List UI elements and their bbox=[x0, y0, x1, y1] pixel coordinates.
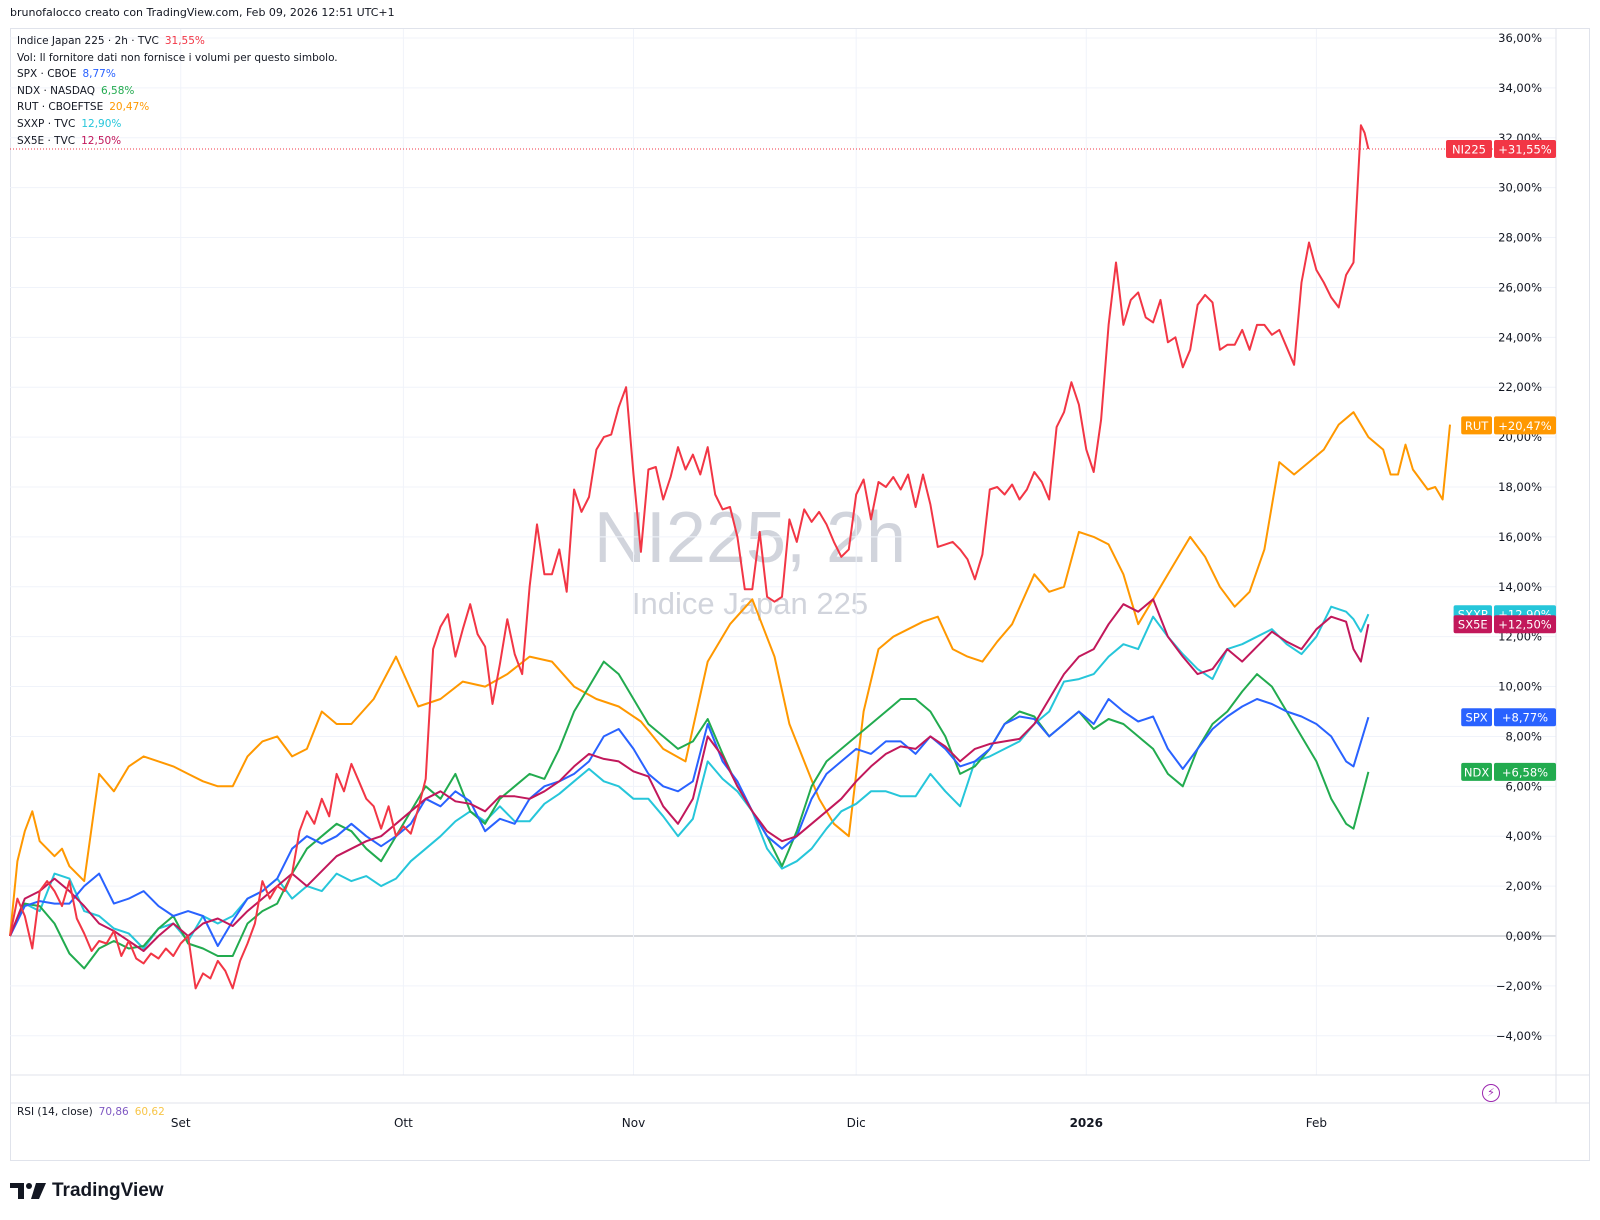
series-value-tag-sx5e bbox=[1494, 615, 1556, 634]
rsi-value-2: 60,62 bbox=[134, 1106, 165, 1118]
legend-row-spx[interactable]: SPX · CBOE 8,77% bbox=[17, 66, 338, 83]
legend-label: RUT · CBOEFTSE bbox=[17, 101, 104, 114]
series-value-tag-ni225 bbox=[1494, 140, 1556, 159]
y-tick-label: 4,00% bbox=[1505, 829, 1542, 843]
y-tick-label: 14,00% bbox=[1498, 580, 1542, 594]
tradingview-logo: TradingView bbox=[10, 1180, 164, 1202]
series-tag-ndx bbox=[1461, 762, 1492, 781]
legend-label: Indice Japan 225 · 2h · TVC bbox=[17, 35, 159, 47]
x-tick-label: Set bbox=[171, 1116, 191, 1130]
legend-label: SXXP · TVC bbox=[17, 117, 76, 130]
y-tick-label: 10,00% bbox=[1498, 680, 1542, 694]
x-tick-label: 2026 bbox=[1070, 1116, 1103, 1130]
lightning-icon[interactable]: ⚡ bbox=[1482, 1084, 1500, 1102]
series-tag-label: RUT bbox=[1465, 419, 1489, 433]
legend-value: 31,55% bbox=[164, 35, 205, 47]
y-tick-label: 36,00% bbox=[1498, 31, 1542, 45]
legend-row-sx5e[interactable]: SX5E · TVC 12,50% bbox=[17, 133, 338, 150]
series-value-label: +31,55% bbox=[1498, 143, 1552, 157]
y-tick-label: 2,00% bbox=[1505, 879, 1542, 893]
x-tick-label: Feb bbox=[1306, 1116, 1327, 1130]
series-tag-ni225 bbox=[1446, 140, 1492, 159]
y-tick-label: 24,00% bbox=[1498, 330, 1542, 344]
series-tag-label: SX5E bbox=[1458, 618, 1488, 632]
y-tick-label: −2,00% bbox=[1496, 979, 1542, 993]
y-tick-label: 18,00% bbox=[1498, 480, 1542, 494]
legend-value: 20,47% bbox=[109, 101, 150, 114]
legend-row-ndx[interactable]: NDX · NASDAQ 6,58% bbox=[17, 83, 338, 100]
series-tag-label: NDX bbox=[1464, 765, 1489, 779]
series-value-label: +8,77% bbox=[1502, 711, 1548, 725]
y-tick-label: 30,00% bbox=[1498, 181, 1542, 195]
y-tick-label: 28,00% bbox=[1498, 231, 1542, 245]
y-tick-label: 8,00% bbox=[1505, 729, 1542, 743]
legend-value: 6,58% bbox=[101, 84, 135, 97]
legend-value: 12,90% bbox=[81, 117, 122, 130]
y-tick-label: 6,00% bbox=[1505, 779, 1542, 793]
legend-label: NDX · NASDAQ bbox=[17, 84, 96, 97]
series-tag-label: SPX bbox=[1466, 711, 1488, 725]
x-tick-label: Nov bbox=[622, 1116, 645, 1130]
series-line-ni225[interactable] bbox=[9, 124, 1370, 990]
logo-text: TradingView bbox=[52, 1180, 164, 1201]
legend-value: 12,50% bbox=[81, 134, 122, 147]
series-value-tag-ndx bbox=[1494, 762, 1556, 781]
series-line-sxxp[interactable] bbox=[9, 605, 1370, 950]
series-line-sx5e[interactable] bbox=[9, 598, 1370, 952]
series-line-spx[interactable] bbox=[9, 698, 1370, 947]
y-tick-label: 0,00% bbox=[1505, 929, 1542, 943]
legend-value: 8,77% bbox=[82, 68, 116, 81]
rsi-value-1: 70,86 bbox=[98, 1106, 129, 1118]
legend-label: Vol: Il fornitore dati non fornisce i vo… bbox=[17, 51, 338, 64]
series-legend: Indice Japan 225 · 2h · TVC 31,55% Vol: I… bbox=[17, 33, 338, 149]
legend-label: SPX · CBOE bbox=[17, 68, 77, 81]
legend-row-rut[interactable]: RUT · CBOEFTSE 20,47% bbox=[17, 99, 338, 116]
y-tick-label: 16,00% bbox=[1498, 530, 1542, 544]
legend-row-sxxp[interactable]: SXXP · TVC 12,90% bbox=[17, 116, 338, 133]
chart-header: brunofalocco creato con TradingView.com,… bbox=[10, 6, 395, 19]
y-tick-label: 34,00% bbox=[1498, 81, 1542, 95]
rsi-legend[interactable]: RSI (14, close) 70,86 60,62 bbox=[17, 1106, 171, 1118]
legend-row-volume[interactable]: Vol: Il fornitore dati non fornisce i vo… bbox=[17, 50, 338, 67]
series-tag-label: NI225 bbox=[1452, 143, 1486, 157]
chart-frame bbox=[10, 28, 1590, 1161]
rsi-label: RSI (14, close) bbox=[17, 1106, 93, 1118]
x-tick-label: Ott bbox=[394, 1116, 413, 1130]
y-tick-label: 26,00% bbox=[1498, 280, 1542, 294]
legend-label: SX5E · TVC bbox=[17, 134, 76, 147]
tradingview-mark-icon bbox=[10, 1183, 46, 1199]
series-tag-spx bbox=[1461, 708, 1492, 727]
y-tick-label: 22,00% bbox=[1498, 380, 1542, 394]
series-line-ndx[interactable] bbox=[9, 660, 1370, 970]
x-tick-label: Dic bbox=[847, 1116, 866, 1130]
series-value-label: +6,58% bbox=[1502, 765, 1548, 779]
y-tick-label: −4,00% bbox=[1496, 1029, 1542, 1043]
legend-row-main[interactable]: Indice Japan 225 · 2h · TVC 31,55% bbox=[17, 33, 338, 50]
series-value-tag-rut bbox=[1494, 416, 1556, 435]
series-line-rut[interactable] bbox=[9, 411, 1451, 937]
series-value-label: +12,50% bbox=[1498, 618, 1552, 632]
series-tag-rut bbox=[1461, 416, 1492, 435]
series-tag-sx5e bbox=[1453, 615, 1492, 634]
series-value-tag-spx bbox=[1494, 708, 1556, 727]
series-value-label: +20,47% bbox=[1498, 419, 1552, 433]
